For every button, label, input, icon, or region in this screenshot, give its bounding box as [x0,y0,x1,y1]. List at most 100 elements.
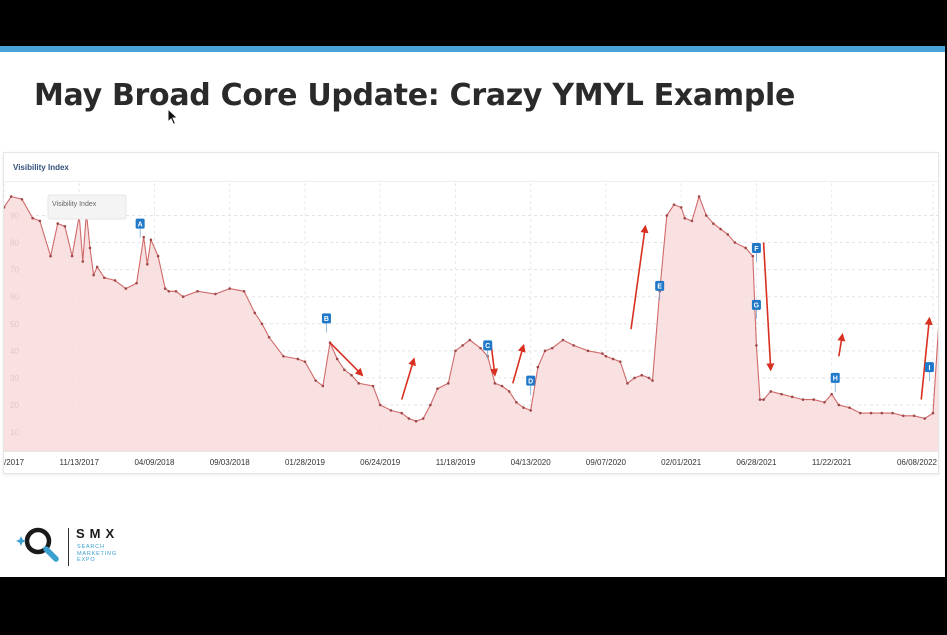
event-marker-e [655,280,665,291]
data-point [282,354,285,358]
data-point [407,417,411,420]
logo-sub-line: SEARCH [77,544,105,550]
data-point [56,222,60,225]
chart-title: Visibility Index [13,163,69,172]
x-tick-label: 11/18/2019 [436,458,476,467]
data-point [751,254,755,258]
data-point [479,346,482,350]
event-marker-label: B [324,316,329,323]
data-point [507,390,511,393]
card-divider [4,181,938,182]
data-point [335,357,339,361]
visibility-chart-card: Visibility Index 102030405060708090/2017… [3,152,939,474]
data-point [371,384,375,388]
data-point [762,398,765,401]
trend-arrow-down [490,345,499,377]
x-tick-label: 06/08/2022 [897,458,938,467]
data-point [665,214,669,217]
data-point [586,349,590,353]
tooltip-label: Visibility Index [52,201,97,208]
data-point [755,344,758,347]
data-point [156,254,160,258]
data-point [113,279,117,282]
data-point [704,214,708,217]
data-point [679,206,683,209]
event-marker-label: A [138,221,143,228]
x-tick-label: 06/24/2019 [360,458,401,467]
data-point [647,376,651,380]
data-point [174,289,178,293]
data-point [561,338,565,342]
visibility-chart[interactable]: 102030405060708090/201711/13/201704/09/2… [4,153,938,473]
data-point [830,392,833,396]
event-marker-h [830,372,840,383]
event-marker-g [751,299,761,310]
event-marker-f [751,242,761,253]
trend-arrow-down [762,242,775,372]
data-point [228,287,232,290]
x-tick-label: 01/28/2019 [285,458,326,467]
data-point [931,411,935,415]
logo-sub-line: EXPO [77,557,96,563]
data-point [303,360,307,363]
event-marker-label: G [754,303,760,310]
data-point [267,336,271,339]
event-marker-label: C [485,343,490,350]
data-point [181,295,185,298]
data-point [260,322,264,326]
slide: May Broad Core Update: Crazy YMYL Exampl… [0,46,945,577]
slide-title: May Broad Core Update: Crazy YMYL Exampl… [34,78,796,113]
data-point [801,398,805,401]
data-point [859,411,862,415]
data-point [604,354,608,358]
trend-arrow-up [837,333,846,357]
data-point [81,260,85,263]
bottom-black-bar [0,577,947,635]
event-marker-b [321,313,331,324]
data-point [500,384,504,388]
data-point [572,344,575,347]
data-point [142,235,146,239]
x-tick-label: 11/13/2017 [60,458,100,467]
data-point [601,352,604,355]
data-point [891,411,894,415]
data-point [823,400,826,404]
data-point [758,398,762,401]
data-point [20,197,24,201]
x-tick-label: 11/22/2021 [812,458,852,467]
logo-subtitle: SEARCH MARKETING EXPO [77,544,137,564]
mouse-cursor-icon [167,108,179,126]
data-point [683,216,687,220]
tooltip-box [47,194,127,220]
event-marker-label: D [528,378,533,385]
magnifier-sparkle-icon [16,527,59,562]
data-point [744,246,747,250]
event-marker-a [135,218,145,229]
data-point [790,395,794,399]
data-point [400,411,404,415]
data-point [70,254,74,258]
data-point [726,233,730,236]
data-point [618,360,622,363]
data-point [95,265,99,269]
data-point [468,338,472,342]
data-point [837,403,841,407]
data-point [163,287,167,290]
data-point [135,281,138,285]
x-tick-label: 06/28/2021 [736,458,777,467]
data-point [242,289,246,293]
data-point [690,219,694,223]
trend-arrow-up [920,316,933,400]
data-point [633,376,636,380]
trend-arrow-up [630,224,649,330]
data-point [880,411,884,415]
slide-accent-bar [0,46,945,52]
x-tick-label: 02/01/2021 [661,458,702,467]
data-point [611,357,615,361]
data-point [378,403,382,407]
data-point [712,222,715,225]
logo-brand: SMX [76,526,120,541]
x-tick-label: 04/13/2020 [511,458,552,467]
data-point [146,262,149,266]
x-tick-label: 09/07/2020 [586,458,627,467]
